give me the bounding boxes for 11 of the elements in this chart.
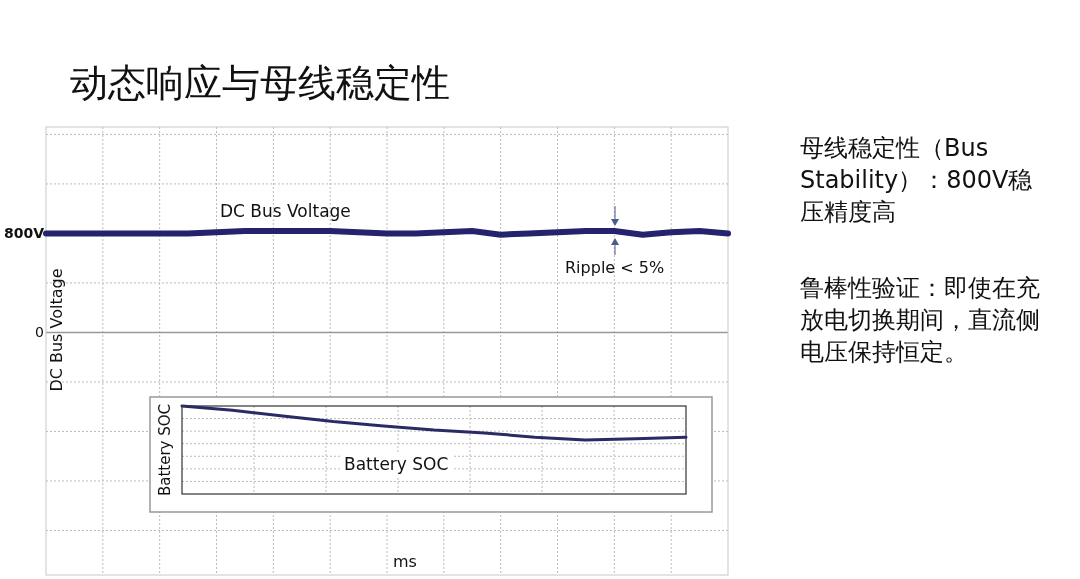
y-tick-label: 800V <box>3 225 45 242</box>
text: 母线稳定性（Bus Stability）：800V稳压精度高 <box>800 133 1034 228</box>
y-tick-label: 0 <box>35 324 44 341</box>
series-label: Battery SOC <box>344 454 449 474</box>
annotation: Ripple < 5% <box>565 258 665 277</box>
y-axis-title: DC Bus Voltage <box>47 268 66 392</box>
x-axis-title: ms <box>393 552 417 571</box>
y-axis-title: Battery SOC <box>156 403 174 497</box>
series-label: DC Bus Voltage <box>220 201 351 221</box>
text: 鲁棒性验证：即使在充放电切换期间，直流侧电压保持恒定。 <box>800 273 1040 368</box>
chart-title: 动态响应与母线稳定性 <box>70 61 450 105</box>
